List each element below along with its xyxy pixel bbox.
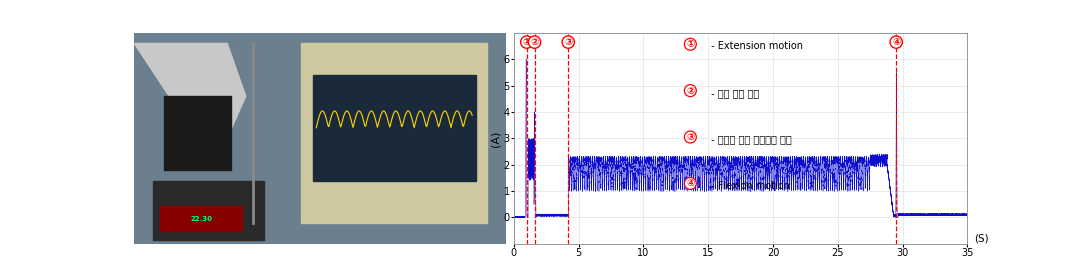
Text: ③: ③ — [564, 37, 572, 47]
Text: - Flexion motion: - Flexion motion — [708, 181, 790, 190]
FancyBboxPatch shape — [23, 0, 617, 274]
Bar — [164, 96, 231, 170]
Polygon shape — [134, 44, 246, 138]
Bar — [153, 181, 264, 240]
Text: (S): (S) — [974, 234, 989, 244]
Text: ②: ② — [530, 37, 539, 47]
Text: - 파지력 증강 알고리즘 적용: - 파지력 증강 알고리즘 적용 — [708, 134, 792, 144]
Text: ④: ④ — [686, 178, 694, 189]
Text: ③: ③ — [686, 132, 694, 142]
Text: ④: ④ — [892, 37, 901, 47]
Text: - 물건 파지 시작: - 물건 파지 시작 — [708, 88, 759, 98]
Bar — [160, 206, 242, 231]
Text: ①: ① — [522, 37, 531, 47]
Text: ①: ① — [686, 39, 694, 49]
Text: - Extension motion: - Extension motion — [708, 41, 803, 51]
Bar — [313, 75, 476, 181]
Text: 22.30: 22.30 — [190, 216, 212, 222]
Bar — [301, 44, 487, 223]
Text: ②: ② — [686, 85, 694, 96]
Y-axis label: (A): (A) — [490, 130, 501, 147]
